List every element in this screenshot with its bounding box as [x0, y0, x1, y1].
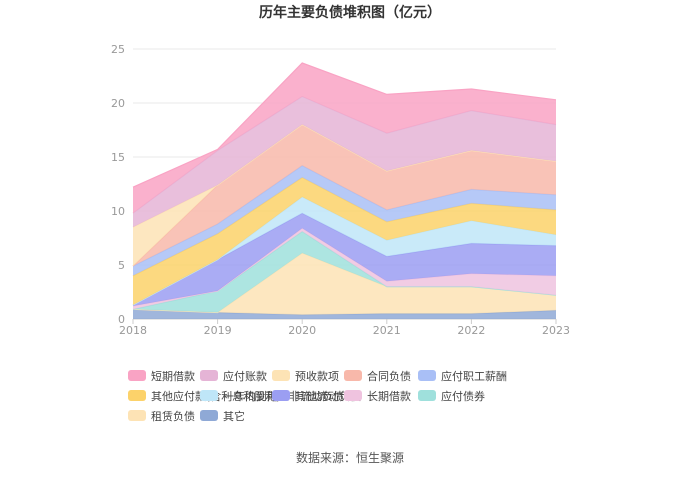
legend-label[interactable]: 预收款项 — [295, 369, 339, 383]
area-series-11 — [133, 63, 556, 214]
legend-swatch[interactable] — [128, 370, 146, 381]
x-tick-label: 2019 — [204, 324, 232, 337]
legend-swatch[interactable] — [418, 390, 436, 401]
legend-label[interactable]: 合同负债 — [367, 369, 411, 383]
legend-swatch[interactable] — [200, 390, 218, 401]
x-tick-label: 2023 — [542, 324, 570, 337]
legend-swatch[interactable] — [200, 370, 218, 381]
area-series — [132, 62, 557, 319]
area-series-1 — [133, 253, 556, 315]
legend-swatch[interactable] — [272, 390, 290, 401]
y-tick-label: 10 — [111, 205, 125, 218]
legend-label[interactable]: 其它 — [223, 409, 245, 423]
area-series-edge-11 — [132, 62, 557, 188]
legend-swatch[interactable] — [344, 390, 362, 401]
legend-swatch[interactable] — [418, 370, 436, 381]
x-axis: 2018 2019 2020 2021 2022 2023 — [119, 319, 570, 337]
legend-swatch[interactable] — [272, 370, 290, 381]
chart-title: 历年主要负债堆积图（亿元） — [259, 4, 441, 21]
legend-label[interactable]: 应付债券 — [441, 389, 485, 403]
legend-label[interactable]: 应付账款 — [223, 369, 267, 383]
legend-label[interactable]: 应付职工薪酬 — [441, 369, 507, 383]
x-tick-label: 2020 — [288, 324, 316, 337]
area-series-2 — [133, 231, 556, 313]
legend-label[interactable]: 租赁负债 — [151, 409, 195, 423]
y-tick-label: 5 — [118, 259, 125, 272]
legend-swatch[interactable] — [344, 370, 362, 381]
area-series-6 — [133, 177, 556, 305]
x-tick-label: 2018 — [119, 324, 147, 337]
data-source-note: 数据来源：恒生聚源 — [296, 450, 404, 465]
x-tick-label: 2022 — [457, 324, 485, 337]
y-tick-label: 25 — [111, 43, 125, 56]
legend-swatch[interactable] — [128, 390, 146, 401]
legend-label[interactable]: 短期借款 — [151, 369, 195, 383]
area-series-10 — [133, 96, 556, 228]
area-series-8 — [133, 124, 556, 267]
area-series-0 — [133, 309, 556, 319]
legend-swatch[interactable] — [200, 410, 218, 421]
legend: 短期借款应付账款预收款项合同负债应付职工薪酬其他应付款(含利息和股利)一年内到期… — [128, 369, 507, 423]
y-tick-label: 0 — [118, 313, 125, 326]
y-tick-label: 20 — [111, 97, 125, 110]
x-tick-label: 2021 — [373, 324, 401, 337]
legend-swatch[interactable] — [128, 410, 146, 421]
legend-label[interactable]: 长期借款 — [367, 389, 411, 403]
y-axis: 0 5 10 15 20 25 — [111, 43, 125, 326]
y-tick-label: 15 — [111, 151, 125, 164]
